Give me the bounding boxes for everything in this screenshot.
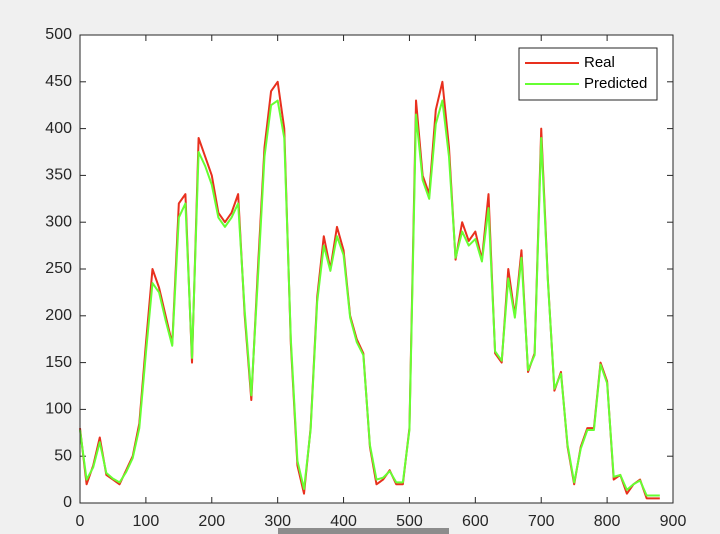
- x-tick-label: 700: [528, 513, 555, 530]
- y-tick-label: 350: [45, 167, 72, 184]
- x-tick-label: 400: [330, 513, 357, 530]
- legend-label: Real: [584, 54, 615, 71]
- x-tick-label: 500: [396, 513, 423, 530]
- y-tick-label: 250: [45, 260, 72, 277]
- x-tick-label: 0: [76, 513, 85, 530]
- plot-area: [80, 35, 673, 503]
- x-tick-label: 200: [198, 513, 225, 530]
- x-tick-label: 600: [462, 513, 489, 530]
- x-tick-label: 100: [133, 513, 160, 530]
- y-tick-label: 300: [45, 213, 72, 230]
- x-tick-label: 800: [594, 513, 621, 530]
- x-tick-label: 900: [660, 513, 687, 530]
- y-tick-label: 0: [63, 494, 72, 511]
- axes-box: [79, 34, 674, 504]
- y-tick-label: 500: [45, 26, 72, 43]
- y-tick-label: 50: [54, 447, 72, 464]
- y-tick-label: 400: [45, 120, 72, 137]
- scrollbar[interactable]: [278, 528, 449, 534]
- legend-label: Predicted: [584, 75, 647, 92]
- y-tick-label: 200: [45, 307, 72, 324]
- y-tick-label: 100: [45, 401, 72, 418]
- legend-box: [518, 47, 658, 101]
- data-line: [79, 99, 660, 497]
- y-tick-label: 150: [45, 354, 72, 371]
- x-tick-label: 300: [264, 513, 291, 530]
- y-tick-label: 450: [45, 73, 72, 90]
